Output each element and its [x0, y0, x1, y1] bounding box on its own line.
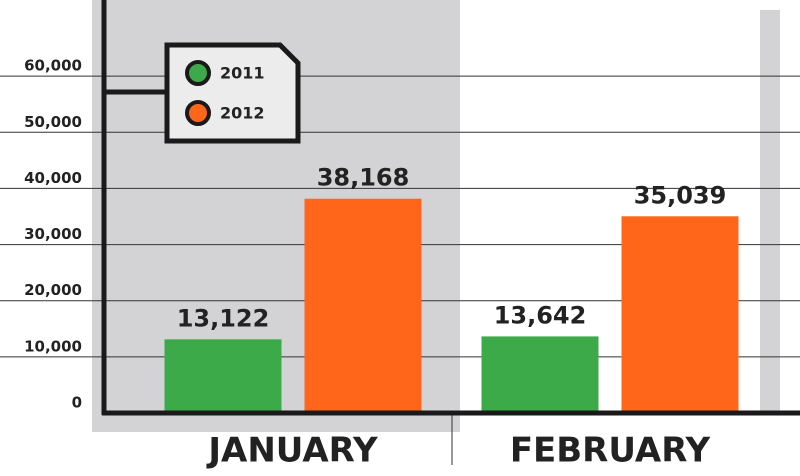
- bar: [621, 216, 739, 413]
- value-label: 38,168: [317, 164, 410, 192]
- y-tick-label: 30,000: [24, 225, 82, 243]
- band: [760, 10, 780, 413]
- legend-swatch: [185, 100, 211, 126]
- bar: [304, 198, 422, 413]
- value-label: 13,122: [177, 304, 270, 332]
- legend-label: 2012: [220, 104, 265, 123]
- x-tick-label: FEBRUARY: [510, 431, 711, 471]
- bar: [481, 336, 599, 413]
- legend-box: [164, 42, 301, 144]
- y-tick-label: 10,000: [24, 337, 82, 355]
- value-label: 13,642: [494, 301, 587, 329]
- legend-swatch: [185, 60, 211, 86]
- y-tick-label: 60,000: [24, 57, 82, 75]
- y-tick-label: 20,000: [24, 281, 82, 299]
- y-tick-label: 50,000: [24, 113, 82, 131]
- y-tick-label: 40,000: [24, 169, 82, 187]
- y-tick-label: 0: [72, 394, 82, 412]
- legend-label: 2011: [220, 64, 265, 83]
- value-label: 35,039: [634, 181, 727, 209]
- x-tick-label: JANUARY: [206, 431, 378, 471]
- bar: [164, 339, 282, 413]
